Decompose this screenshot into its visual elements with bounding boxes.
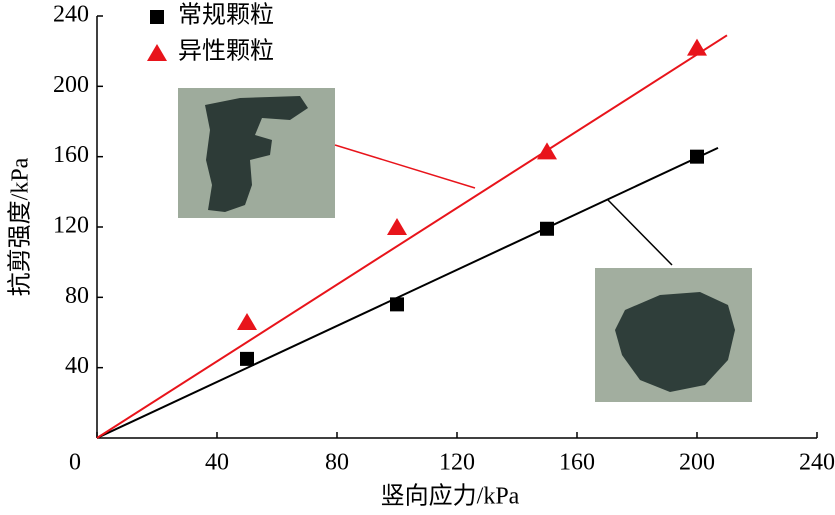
connector (607, 199, 673, 266)
x-tick-label: 240 (799, 450, 835, 476)
fit-line (96, 146, 719, 439)
y-tick-label: 120 (53, 213, 89, 239)
point (390, 297, 404, 312)
x-tick-label: 40 (205, 450, 229, 476)
point (537, 142, 557, 160)
legend-marker (147, 44, 167, 61)
photo-regular (595, 268, 752, 402)
x-tick-label: 200 (679, 450, 715, 476)
point (687, 38, 707, 56)
legend-label: 常规颗粒 (178, 2, 274, 29)
x-tick-label: 80 (325, 450, 349, 476)
y-axis-label: 抗剪强度/kPa (7, 157, 34, 296)
x-tick-label: 120 (439, 450, 475, 476)
y-tick-label: 160 (53, 142, 89, 168)
y-tick-label: 200 (53, 72, 89, 98)
legend-label: 异性颗粒 (178, 38, 274, 65)
y-tick-label: 240 (53, 2, 89, 28)
photo-irregular (178, 88, 335, 218)
y-tick-label: 80 (65, 283, 89, 309)
legend-marker (150, 10, 164, 24)
y-tick-label: 40 (65, 353, 89, 379)
x-tick-label: 0 (69, 450, 81, 476)
point (240, 351, 254, 366)
fit-line (96, 34, 728, 439)
point (237, 312, 257, 330)
connector (334, 144, 476, 189)
x-axis-label: 竖向应力/kPa (381, 483, 520, 510)
point (690, 149, 704, 164)
point (540, 221, 554, 236)
x-tick-label: 160 (559, 450, 595, 476)
point (387, 218, 407, 235)
